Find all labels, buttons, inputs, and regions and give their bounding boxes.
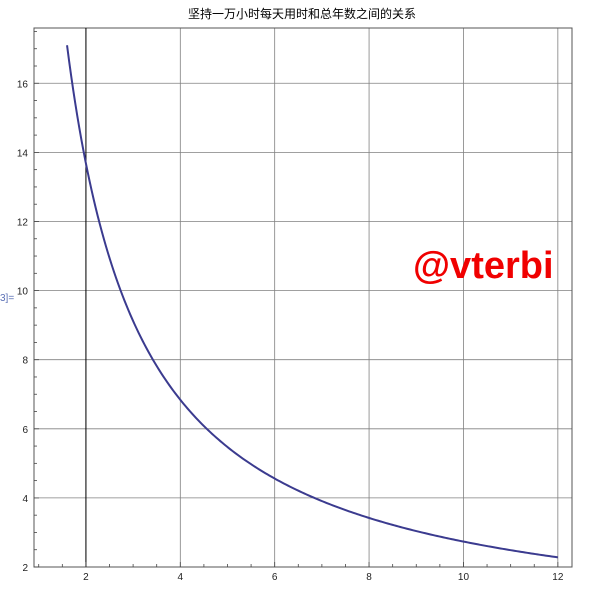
chart-title: 坚持一万小时每天用时和总年数之间的关系 bbox=[188, 6, 416, 21]
cell-label: 3]= bbox=[0, 293, 14, 304]
x-tick-label: 4 bbox=[178, 572, 184, 583]
x-tick-label: 10 bbox=[458, 572, 470, 583]
x-tick-label: 6 bbox=[272, 572, 278, 583]
x-tick-label: 12 bbox=[552, 572, 564, 583]
y-tick-label: 10 bbox=[17, 287, 29, 298]
data-curve bbox=[66, 45, 558, 559]
y-tick-label: 4 bbox=[22, 494, 28, 505]
y-axis: 2 4 6 8 10 12 14 16 bbox=[17, 31, 39, 574]
y-tick-label: 6 bbox=[22, 425, 28, 436]
y-tick-label: 12 bbox=[17, 217, 29, 228]
y-tick-label: 8 bbox=[22, 356, 28, 367]
plot-frame bbox=[33, 27, 573, 568]
watermark: @vterbi bbox=[413, 245, 554, 287]
y-tick-label: 16 bbox=[17, 79, 29, 90]
x-tick-label: 2 bbox=[83, 572, 89, 583]
grid bbox=[34, 28, 572, 568]
x-tick-label: 8 bbox=[366, 572, 372, 583]
y-tick-label: 2 bbox=[22, 563, 28, 574]
y-tick-label: 14 bbox=[17, 148, 29, 159]
x-axis: 2 4 6 8 10 12 bbox=[38, 562, 564, 583]
